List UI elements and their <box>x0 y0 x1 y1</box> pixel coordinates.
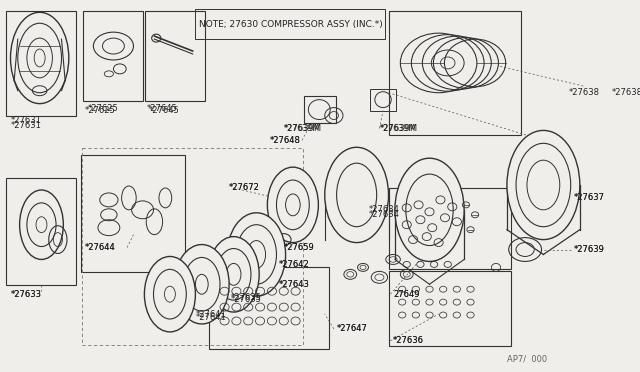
Text: *27636: *27636 <box>393 336 424 345</box>
Text: *27637: *27637 <box>573 193 604 202</box>
Text: *27659: *27659 <box>284 243 314 252</box>
Text: *27659: *27659 <box>284 243 314 252</box>
Bar <box>6 178 76 285</box>
Text: *27634: *27634 <box>369 205 399 214</box>
Text: *27633: *27633 <box>10 290 42 299</box>
Ellipse shape <box>507 131 580 240</box>
Text: *27642: *27642 <box>279 260 310 269</box>
Text: *27639M: *27639M <box>380 124 417 133</box>
Text: *27647: *27647 <box>337 324 367 333</box>
Text: *27636: *27636 <box>393 336 424 345</box>
Text: *27639M: *27639M <box>380 124 415 133</box>
Text: *27637: *27637 <box>573 193 604 202</box>
Text: *27644: *27644 <box>84 243 115 252</box>
Text: *27647: *27647 <box>337 324 367 333</box>
Bar <box>145 11 205 101</box>
Bar <box>388 11 520 135</box>
Text: *27648: *27648 <box>270 136 301 145</box>
Bar <box>83 11 143 101</box>
Bar <box>304 96 336 124</box>
Text: *27643: *27643 <box>279 280 310 289</box>
Bar <box>81 148 303 345</box>
Text: *27639: *27639 <box>573 245 604 254</box>
Text: *27635: *27635 <box>231 295 262 304</box>
Ellipse shape <box>227 213 285 296</box>
Text: *27633: *27633 <box>10 290 42 299</box>
Text: *27639M: *27639M <box>284 124 322 133</box>
Text: *27625: *27625 <box>88 104 118 113</box>
Bar <box>209 267 330 349</box>
Text: NOTE; 27630 COMPRESSOR ASSY (INC.*): NOTE; 27630 COMPRESSOR ASSY (INC.*) <box>199 20 383 29</box>
Bar <box>6 11 76 116</box>
Ellipse shape <box>208 237 259 312</box>
Text: 27649: 27649 <box>393 290 420 299</box>
Text: 27649: 27649 <box>393 290 420 299</box>
Ellipse shape <box>324 147 388 243</box>
Text: *27641: *27641 <box>195 312 226 321</box>
Ellipse shape <box>268 167 318 243</box>
Text: *27631: *27631 <box>10 121 42 130</box>
Ellipse shape <box>395 158 464 262</box>
Text: *27635: *27635 <box>231 293 262 302</box>
Text: *27645: *27645 <box>147 104 178 113</box>
Text: *27642: *27642 <box>279 260 310 269</box>
Text: *27641: *27641 <box>195 310 226 318</box>
Text: *27643: *27643 <box>279 280 310 289</box>
Text: *27625: *27625 <box>85 106 116 115</box>
Text: AP7/  000: AP7/ 000 <box>507 354 547 363</box>
Ellipse shape <box>145 256 195 332</box>
Text: *27638: *27638 <box>612 88 640 97</box>
Bar <box>388 188 511 269</box>
Text: *27672: *27672 <box>229 183 260 192</box>
Text: *27644: *27644 <box>84 243 115 252</box>
Text: *27672: *27672 <box>229 183 260 192</box>
Bar <box>81 155 186 272</box>
Text: *27639: *27639 <box>573 245 604 254</box>
Text: *27638: *27638 <box>569 88 600 97</box>
Text: *27639M: *27639M <box>284 124 320 133</box>
Bar <box>195 9 385 39</box>
Text: *27648: *27648 <box>270 136 301 145</box>
Text: *27634: *27634 <box>369 210 399 219</box>
Bar <box>388 271 511 346</box>
Ellipse shape <box>175 244 229 324</box>
Text: *27631: *27631 <box>10 116 42 125</box>
Bar <box>371 89 396 110</box>
Text: *27645: *27645 <box>149 106 180 115</box>
